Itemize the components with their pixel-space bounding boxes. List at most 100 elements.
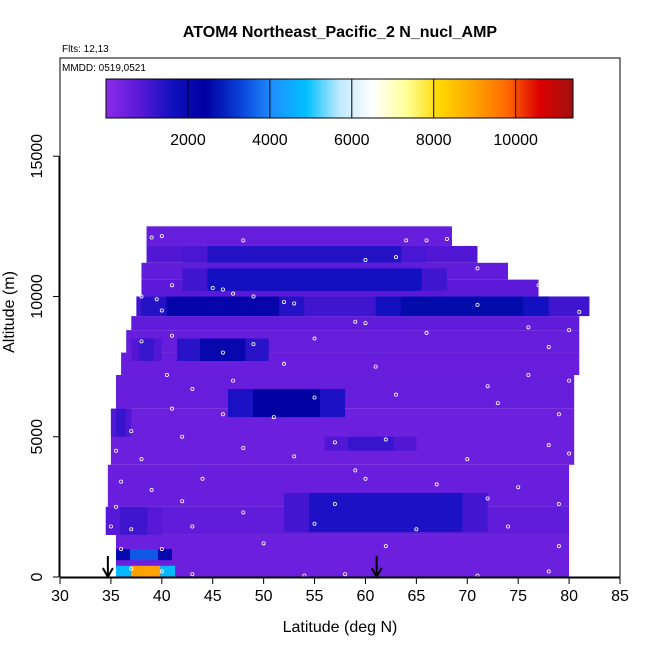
y-tick-label: 15000 bbox=[29, 134, 46, 179]
sample-point bbox=[556, 502, 561, 507]
heatmap-feature-edge bbox=[393, 436, 417, 451]
sample-point bbox=[312, 521, 317, 526]
colorbar-tick-label: 8000 bbox=[416, 132, 452, 149]
sample-point bbox=[220, 350, 225, 355]
sample-point bbox=[220, 412, 225, 417]
colorbar: 2000 4000 6000 8000 10000 bbox=[105, 78, 574, 149]
sample-point bbox=[567, 378, 572, 383]
sample-point bbox=[312, 336, 317, 341]
sample-point bbox=[343, 572, 348, 577]
sample-point bbox=[271, 415, 276, 420]
sample-point bbox=[190, 387, 195, 392]
heatmap-feature-edge bbox=[105, 506, 120, 535]
sample-point bbox=[129, 566, 134, 571]
heatmap-feature-edge bbox=[131, 338, 139, 361]
chart-title: ATOM4 Northeast_Pacific_2 N_nucl_AMP bbox=[183, 24, 498, 41]
x-tick-label: 75 bbox=[509, 588, 527, 605]
x-tick-label: 60 bbox=[357, 588, 375, 605]
heatmap-feature-edge bbox=[401, 245, 427, 263]
heatmap-feature-edge bbox=[116, 565, 131, 577]
sample-point bbox=[465, 457, 470, 462]
x-tick-label: 85 bbox=[611, 588, 629, 605]
colorbar-gradient bbox=[105, 78, 574, 119]
colorbar-tick-label: 6000 bbox=[334, 132, 370, 149]
sample-point bbox=[129, 527, 134, 532]
sample-point bbox=[251, 342, 256, 347]
sample-point bbox=[475, 266, 480, 271]
heatmap-feature-edge bbox=[421, 268, 447, 291]
heatmap-feature bbox=[130, 548, 158, 561]
sample-point bbox=[241, 510, 246, 515]
sample-point bbox=[149, 235, 154, 240]
heatmap-feature-edge bbox=[523, 296, 549, 317]
sample-point bbox=[190, 572, 195, 577]
sample-point bbox=[353, 319, 358, 324]
sample-point bbox=[485, 496, 490, 501]
x-tick-label: 50 bbox=[255, 588, 273, 605]
heatmap-feature-edge bbox=[158, 548, 172, 561]
sample-point bbox=[119, 479, 124, 484]
heatmap-feature-edge bbox=[320, 389, 346, 418]
sample-point bbox=[169, 283, 174, 288]
sample-point bbox=[292, 301, 297, 306]
sample-point bbox=[505, 524, 510, 529]
sample-point bbox=[383, 544, 388, 549]
heatmap-feature-edge bbox=[126, 408, 132, 437]
heatmap-feature-edge bbox=[182, 245, 208, 263]
y-tick-label: 10000 bbox=[29, 274, 46, 319]
sample-point bbox=[373, 364, 378, 369]
x-tick-label: 65 bbox=[407, 588, 425, 605]
x-axis: 30 35 40 45 50 55 60 65 70 75 80 85 bbox=[51, 577, 629, 605]
sample-point bbox=[546, 344, 551, 349]
sample-point bbox=[231, 378, 236, 383]
heatmap-feature-edge bbox=[375, 296, 401, 317]
sample-point bbox=[363, 257, 368, 262]
sample-point bbox=[139, 339, 144, 344]
heatmap-feature bbox=[119, 506, 148, 535]
sample-point bbox=[292, 454, 297, 459]
sample-point bbox=[154, 297, 159, 302]
sample-point bbox=[414, 527, 419, 532]
heatmap-feature-edge bbox=[116, 548, 130, 561]
sample-point bbox=[546, 569, 551, 574]
sample-point bbox=[129, 429, 134, 434]
sample-point bbox=[114, 448, 119, 453]
sample-point bbox=[567, 451, 572, 456]
heatmap-cells bbox=[105, 226, 590, 577]
sample-point bbox=[114, 504, 119, 509]
heatmap-feature bbox=[138, 338, 155, 361]
heatmap-layer bbox=[146, 226, 452, 246]
colorbar-tick-label: 2000 bbox=[170, 132, 206, 149]
heatmap-feature-edge bbox=[141, 296, 167, 317]
heatmap-feature bbox=[400, 296, 524, 317]
x-axis-label: Latitude (deg N) bbox=[283, 619, 398, 636]
sample-point bbox=[363, 321, 368, 326]
sample-point bbox=[180, 434, 185, 439]
sample-point bbox=[241, 445, 246, 450]
sample-point bbox=[261, 541, 266, 546]
sample-point bbox=[332, 440, 337, 445]
sample-point bbox=[251, 294, 256, 299]
heatmap-feature bbox=[309, 492, 463, 533]
heatmap-feature-edge bbox=[284, 492, 309, 533]
sample-point bbox=[393, 255, 398, 260]
sample-point bbox=[241, 238, 246, 243]
sample-point bbox=[444, 236, 449, 241]
heatmap-feature-edge bbox=[160, 565, 176, 577]
x-tick-label: 55 bbox=[306, 588, 324, 605]
sample-point bbox=[149, 488, 154, 493]
sample-point bbox=[495, 401, 500, 406]
sample-point bbox=[210, 286, 215, 291]
heatmap-feature bbox=[116, 408, 127, 437]
heatmap-feature-edge bbox=[147, 506, 162, 535]
sample-point bbox=[169, 406, 174, 411]
sample-point bbox=[577, 309, 582, 314]
sample-point bbox=[363, 476, 368, 481]
x-tick-label: 70 bbox=[458, 588, 476, 605]
sample-point bbox=[393, 392, 398, 397]
sample-point bbox=[281, 361, 286, 366]
sample-point bbox=[353, 468, 358, 473]
sample-point bbox=[180, 499, 185, 504]
sample-point bbox=[281, 300, 286, 305]
sample-point bbox=[526, 325, 531, 330]
